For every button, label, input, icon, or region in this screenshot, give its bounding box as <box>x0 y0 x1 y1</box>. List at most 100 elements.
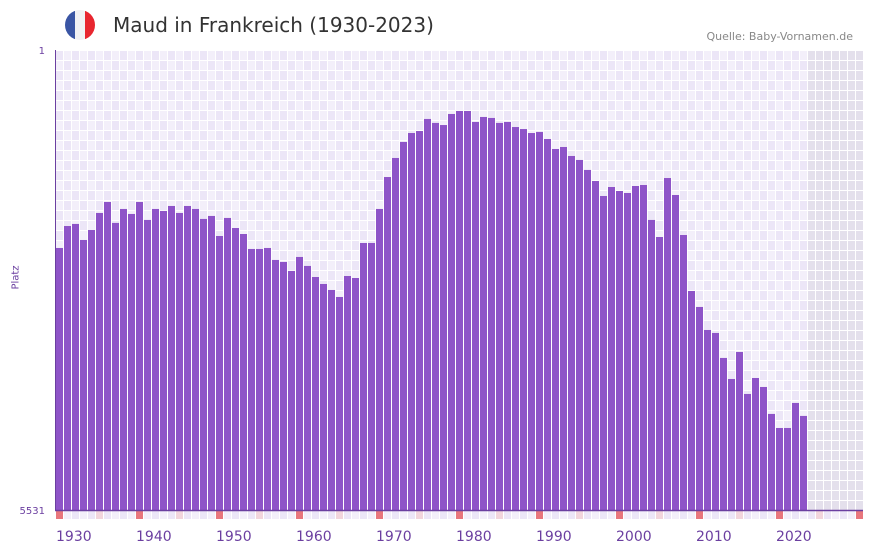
grid-cell <box>776 151 783 160</box>
bar-1931 <box>64 226 71 510</box>
grid-cell <box>856 121 863 130</box>
grid-cell <box>168 191 175 200</box>
bar-1930 <box>56 247 63 511</box>
grid-cell <box>760 231 767 240</box>
grid-cell <box>288 81 295 90</box>
grid-cell <box>784 401 791 410</box>
grid-cell <box>440 51 447 60</box>
decade-marker <box>376 511 383 519</box>
grid-cell <box>832 231 839 240</box>
grid-cell <box>672 141 679 150</box>
grid-cell <box>408 71 415 80</box>
grid-cell <box>280 221 287 230</box>
grid-cell <box>400 91 407 100</box>
grid-cell <box>728 191 735 200</box>
grid-cell <box>304 241 311 250</box>
grid-cell <box>384 101 391 110</box>
decade-marker <box>56 511 63 519</box>
grid-cell <box>288 71 295 80</box>
grid-cell <box>264 171 271 180</box>
grid-cell <box>56 241 63 250</box>
grid-cell <box>776 301 783 310</box>
grid-cell <box>112 211 119 220</box>
grid-cell <box>760 371 767 380</box>
grid-cell <box>688 111 695 120</box>
grid-cell <box>352 51 359 60</box>
grid-cell <box>120 121 127 130</box>
grid-cell <box>688 151 695 160</box>
grid-cell <box>264 81 271 90</box>
grid-cell <box>96 51 103 60</box>
grid-cell <box>760 351 767 360</box>
grid-cell <box>792 61 799 70</box>
grid-cell <box>272 251 279 260</box>
grid-cell <box>784 351 791 360</box>
grid-cell <box>752 251 759 260</box>
grid-cell <box>712 201 719 210</box>
grid-cell <box>672 181 679 190</box>
grid-cell <box>104 121 111 130</box>
grid-cell <box>280 141 287 150</box>
grid-cell <box>760 341 767 350</box>
grid-cell <box>544 51 551 60</box>
grid-cell <box>688 181 695 190</box>
grid-cell <box>240 151 247 160</box>
decade-marker <box>216 511 223 519</box>
grid-cell <box>520 91 527 100</box>
grid-cell <box>80 61 87 70</box>
grid-cell <box>616 71 623 80</box>
grid-cell <box>800 281 807 290</box>
grid-cell <box>360 191 367 200</box>
grid-cell <box>472 71 479 80</box>
grid-cell <box>720 131 727 140</box>
grid-cell <box>72 171 79 180</box>
grid-cell <box>568 111 575 120</box>
grid-cell <box>64 221 71 230</box>
grid-cell <box>712 291 719 300</box>
grid-cell <box>168 101 175 110</box>
grid-cell <box>728 71 735 80</box>
grid-cell <box>336 61 343 70</box>
grid-cell <box>168 171 175 180</box>
grid-cell <box>304 161 311 170</box>
grid-cell <box>288 221 295 230</box>
x-tick-label: 1940 <box>136 529 172 545</box>
grid-cell <box>840 421 847 430</box>
grid-cell <box>632 101 639 110</box>
grid-cell <box>184 161 191 170</box>
grid-cell <box>224 91 231 100</box>
grid-cell <box>592 131 599 140</box>
grid-cell <box>280 181 287 190</box>
bar-1981 <box>464 110 471 511</box>
grid-cell <box>776 131 783 140</box>
grid-cell <box>696 231 703 240</box>
grid-cell <box>656 81 663 90</box>
grid-cell <box>200 181 207 190</box>
grid-cell <box>824 451 831 460</box>
grid-cell <box>208 191 215 200</box>
grid-cell <box>536 81 543 90</box>
grid-cell <box>744 311 751 320</box>
grid-cell <box>120 161 127 170</box>
grid-cell <box>80 101 87 110</box>
grid-cell <box>120 111 127 120</box>
grid-cell <box>760 121 767 130</box>
grid-cell <box>112 191 119 200</box>
grid-cell <box>88 51 95 60</box>
grid-cell <box>832 121 839 130</box>
grid-cell <box>392 121 399 130</box>
grid-cell <box>704 201 711 210</box>
bar-1983 <box>480 116 487 510</box>
source-link[interactable]: Quelle: Baby-Vornamen.de <box>706 30 853 43</box>
grid-cell <box>680 201 687 210</box>
grid-cell <box>792 181 799 190</box>
grid-cell <box>128 51 135 60</box>
year-marker <box>744 511 751 519</box>
grid-cell <box>376 61 383 70</box>
grid-cell <box>840 311 847 320</box>
grid-cell <box>56 121 63 130</box>
grid-cell <box>704 111 711 120</box>
grid-cell <box>272 221 279 230</box>
grid-cell <box>416 51 423 60</box>
grid-cell <box>584 151 591 160</box>
